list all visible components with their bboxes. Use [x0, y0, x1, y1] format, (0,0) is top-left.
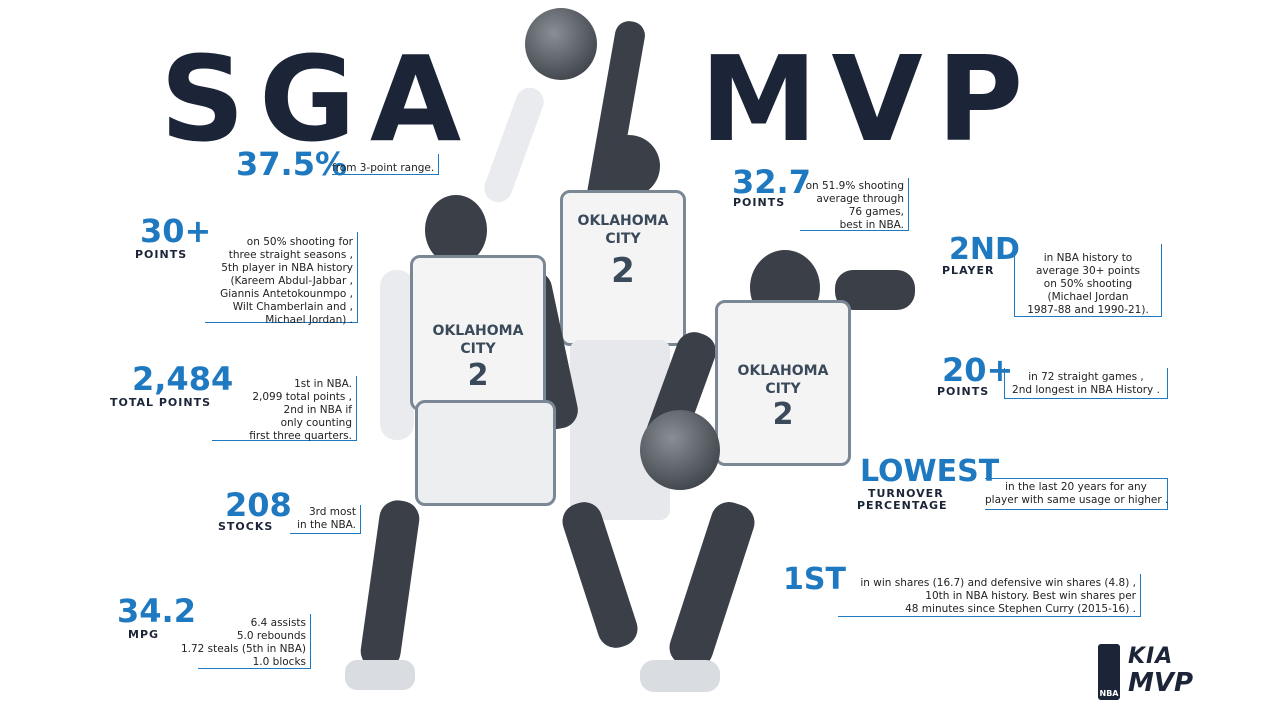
jersey-team-line1: OKLAHOMA: [432, 323, 524, 339]
bracket: [198, 614, 311, 669]
player-left-arm-left: [380, 270, 414, 440]
kia-wordmark: KIA: [1128, 644, 1174, 669]
stat-label: STOCKS: [218, 520, 274, 533]
stat-label: PLAYER: [942, 264, 995, 277]
stat-desc: on 50% shooting for three straight season…: [220, 236, 353, 326]
stat-value: 20+: [942, 351, 1014, 389]
headline-mvp: MVP: [700, 30, 1038, 168]
jersey-team-line2: CITY: [765, 381, 801, 397]
headline-sga: SGA: [160, 30, 476, 168]
mvp-wordmark: MVP: [1128, 668, 1194, 698]
stat-value: 208: [225, 486, 292, 524]
player-left-jersey: OKLAHOMA CITY 2: [410, 255, 546, 411]
stat-desc: on 51.9% shooting average through 76 games…: [805, 180, 904, 231]
bracket: [1004, 368, 1168, 399]
basketball-right: [640, 410, 720, 490]
jersey-team-line1: OKLAHOMA: [577, 213, 669, 229]
player-left-shoe: [345, 660, 415, 690]
player-left-head: [425, 195, 487, 265]
bracket: [212, 376, 357, 441]
stat-desc: in win shares (16.7) and defensive win s…: [860, 577, 1136, 615]
player-right-shoe: [640, 660, 720, 692]
stat-label: TOTAL POINTS: [110, 396, 211, 409]
player-left-leg: [358, 498, 422, 672]
jersey-team-line1: OKLAHOMA: [737, 363, 829, 379]
bracket: [838, 574, 1141, 617]
stat-value: 30+: [140, 212, 212, 250]
stat-desc: in the last 20 years for any player with …: [985, 481, 1169, 506]
stat-desc: in NBA history to average 30+ points on 50…: [1027, 252, 1149, 316]
stat-label: MPG: [128, 628, 160, 641]
stat-label-line2: PERCENTAGE: [857, 499, 948, 512]
stat-desc: 6.4 assists 5.0 rebounds 1.72 steals (5th …: [180, 617, 306, 668]
stat-desc: in 72 straight games , 2nd longest in NBA…: [1012, 371, 1160, 396]
jersey-team-line2: CITY: [460, 341, 496, 357]
nba-logo-icon: NBA: [1098, 644, 1120, 700]
underline: [332, 154, 439, 175]
stat-value: 2,484: [132, 360, 234, 398]
player-photos: OKLAHOMA CITY 2 OKLAHOMA CITY 2 OKLAHOMA…: [330, 0, 950, 720]
bracket: [205, 232, 358, 323]
player-right-leg: [664, 497, 760, 673]
stat-desc: 3rd most in the NBA.: [297, 506, 356, 531]
stat-value: 1ST: [783, 562, 846, 597]
kia-mvp-logo: NBA KIA MVP: [1098, 640, 1193, 704]
stat-label: POINTS: [937, 385, 990, 398]
stat-value: 34.2: [117, 592, 196, 630]
bracket: [1014, 244, 1162, 317]
stat-label: POINTS: [135, 248, 188, 261]
player-left-leg2: [557, 497, 643, 653]
player-center-jersey: OKLAHOMA CITY 2: [560, 190, 686, 346]
stat-value: LOWEST: [860, 454, 1000, 489]
player-left-shorts: [415, 400, 556, 506]
bracket: [290, 505, 361, 534]
stat-desc: 1st in NBA. 2,099 total points , 2nd in NB…: [249, 378, 352, 442]
bracket: [985, 478, 1168, 510]
bracket: [800, 178, 909, 231]
stat-value: 2ND: [949, 232, 1020, 267]
player-center-arm-left: [480, 83, 548, 207]
stat-desc: from 3-point range.: [332, 162, 435, 174]
player-center-head: [598, 135, 660, 197]
stat-value: 37.5%: [236, 145, 348, 183]
jersey-number: 2: [772, 397, 794, 432]
stat-label-line1: TURNOVER: [868, 487, 944, 500]
jersey-number: 2: [467, 358, 489, 393]
basketball-top: [525, 8, 597, 80]
jersey-number: 2: [611, 251, 635, 291]
stat-value: 32.7: [732, 163, 811, 201]
stat-label: POINTS: [733, 196, 786, 209]
headline: SGA MVP: [0, 30, 1280, 168]
player-right-jersey: OKLAHOMA CITY 2: [715, 300, 851, 466]
jersey-team-line2: CITY: [605, 231, 641, 247]
